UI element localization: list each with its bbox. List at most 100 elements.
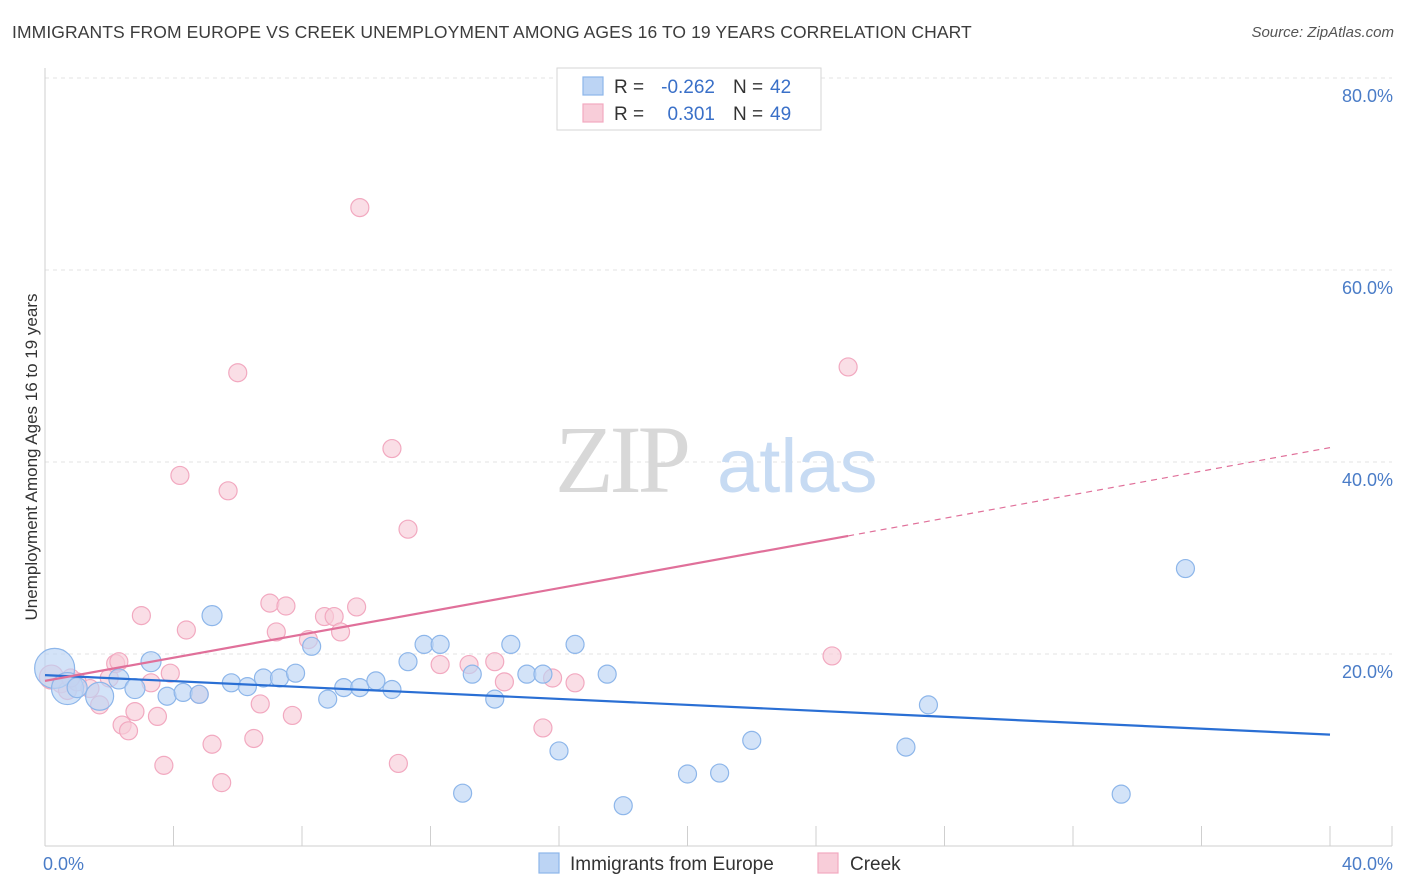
europe-point-5 (124, 677, 146, 700)
watermark: ZIP atlas (555, 406, 878, 513)
europe-point-22 (398, 652, 418, 672)
europe-point-27 (485, 689, 505, 709)
source-label: Source: ZipAtlas.com (1251, 24, 1394, 41)
bottom-legend-label-europe: Immigrants from Europe (570, 854, 774, 875)
series-legend: Immigrants from Europe Creek (538, 852, 901, 875)
europe-point-3 (85, 681, 115, 711)
axes (44, 68, 1393, 847)
legend-n-label-europe: N = (733, 77, 763, 98)
bottom-legend-label-creek: Creek (850, 854, 901, 875)
europe-point-29 (517, 664, 537, 684)
europe-point-21 (382, 679, 402, 700)
creek-point-15 (154, 755, 174, 775)
europe-point-2 (66, 676, 88, 699)
europe-point-36 (710, 763, 730, 783)
europe-point-12 (237, 677, 257, 697)
legend-swatch-creek (582, 103, 604, 123)
europe-point-16 (302, 636, 322, 656)
creek-point-21 (212, 773, 232, 793)
trend-line-europe (44, 674, 1331, 736)
trend-lines (44, 447, 1331, 736)
europe-point-26 (462, 664, 482, 684)
y-tick-labels: 20.0% 40.0% 60.0% 80.0% (1342, 86, 1393, 682)
y-tick-label-3: 80.0% (1342, 86, 1393, 106)
europe-point-35 (677, 764, 698, 784)
creek-point-29 (282, 705, 302, 726)
europe-point-34 (613, 796, 633, 816)
watermark-atlas: atlas (717, 424, 878, 509)
europe-point-28 (501, 634, 521, 655)
creek-point-39 (430, 654, 450, 675)
legend-n-value-creek: 49 (770, 104, 791, 125)
series-europe-points (34, 558, 1196, 816)
europe-point-30 (533, 664, 553, 684)
legend-r-value-europe: -0.262 (661, 77, 715, 98)
creek-point-22 (218, 481, 238, 501)
creek-point-42 (494, 672, 514, 692)
creek-point-17 (170, 465, 190, 486)
creek-point-18 (176, 620, 196, 640)
legend-swatch-europe (582, 76, 604, 96)
grid-lines (45, 77, 1392, 655)
legend-r-value-creek: 0.301 (667, 104, 715, 125)
creek-point-34 (347, 597, 367, 617)
x-tick-labels: 0.0% 40.0% (43, 854, 1393, 874)
europe-point-7 (157, 686, 177, 706)
europe-point-32 (565, 634, 585, 655)
trend-line-creek (44, 534, 849, 682)
y-tick-label-1: 40.0% (1342, 470, 1393, 490)
creek-point-43 (533, 718, 553, 738)
europe-point-38 (896, 737, 916, 757)
europe-point-8 (173, 682, 193, 703)
bottom-legend-swatch-europe (538, 852, 560, 874)
correlation-legend: R = -0.262 N = 42 R = 0.301 N = 49 (556, 67, 822, 131)
y-axis-title: Unemployment Among Ages 16 to 19 years (22, 294, 41, 621)
europe-point-10 (201, 604, 223, 627)
creek-point-41 (485, 652, 505, 672)
x-tick-label-0: 0.0% (43, 854, 84, 874)
europe-point-15 (285, 663, 306, 683)
europe-point-31 (549, 741, 569, 761)
europe-point-20 (366, 671, 386, 691)
creek-point-37 (388, 753, 408, 774)
creek-point-26 (260, 593, 280, 613)
creek-point-23 (228, 363, 248, 383)
creek-point-38 (398, 519, 418, 539)
creek-point-14 (147, 706, 168, 727)
creek-point-27 (266, 622, 286, 642)
creek-point-28 (276, 596, 296, 616)
creek-point-35 (350, 198, 370, 218)
legend-r-label-creek: R = (614, 104, 644, 125)
europe-point-17 (318, 689, 338, 709)
trend-line-creek-extension (848, 447, 1331, 537)
europe-point-33 (597, 664, 617, 684)
europe-point-19 (350, 677, 370, 698)
creek-point-36 (382, 438, 402, 459)
legend-n-label-creek: N = (733, 104, 763, 125)
y-tick-label-2: 60.0% (1342, 278, 1393, 298)
x-tick-label-1: 40.0% (1342, 854, 1393, 874)
creek-point-47 (838, 357, 858, 377)
legend-r-label-europe: R = (614, 77, 644, 98)
creek-point-24 (244, 728, 264, 749)
europe-point-37 (742, 730, 762, 751)
europe-point-23 (414, 634, 434, 655)
creek-point-25 (250, 694, 270, 714)
creek-point-16 (160, 663, 180, 683)
creek-point-46 (822, 646, 842, 666)
europe-point-25 (453, 783, 473, 803)
creek-point-20 (202, 734, 222, 754)
europe-point-24 (430, 634, 450, 655)
creek-point-12 (131, 605, 151, 626)
europe-point-14 (269, 668, 290, 688)
europe-point-9 (189, 684, 209, 704)
legend-n-value-europe: 42 (770, 77, 791, 98)
creek-point-45 (565, 673, 585, 693)
creek-point-11 (125, 701, 145, 722)
bottom-legend-swatch-creek (817, 852, 839, 874)
europe-point-39 (918, 695, 939, 715)
europe-point-40 (1111, 784, 1131, 804)
watermark-zip: ZIP (555, 406, 688, 513)
y-tick-label-0: 20.0% (1342, 662, 1393, 682)
